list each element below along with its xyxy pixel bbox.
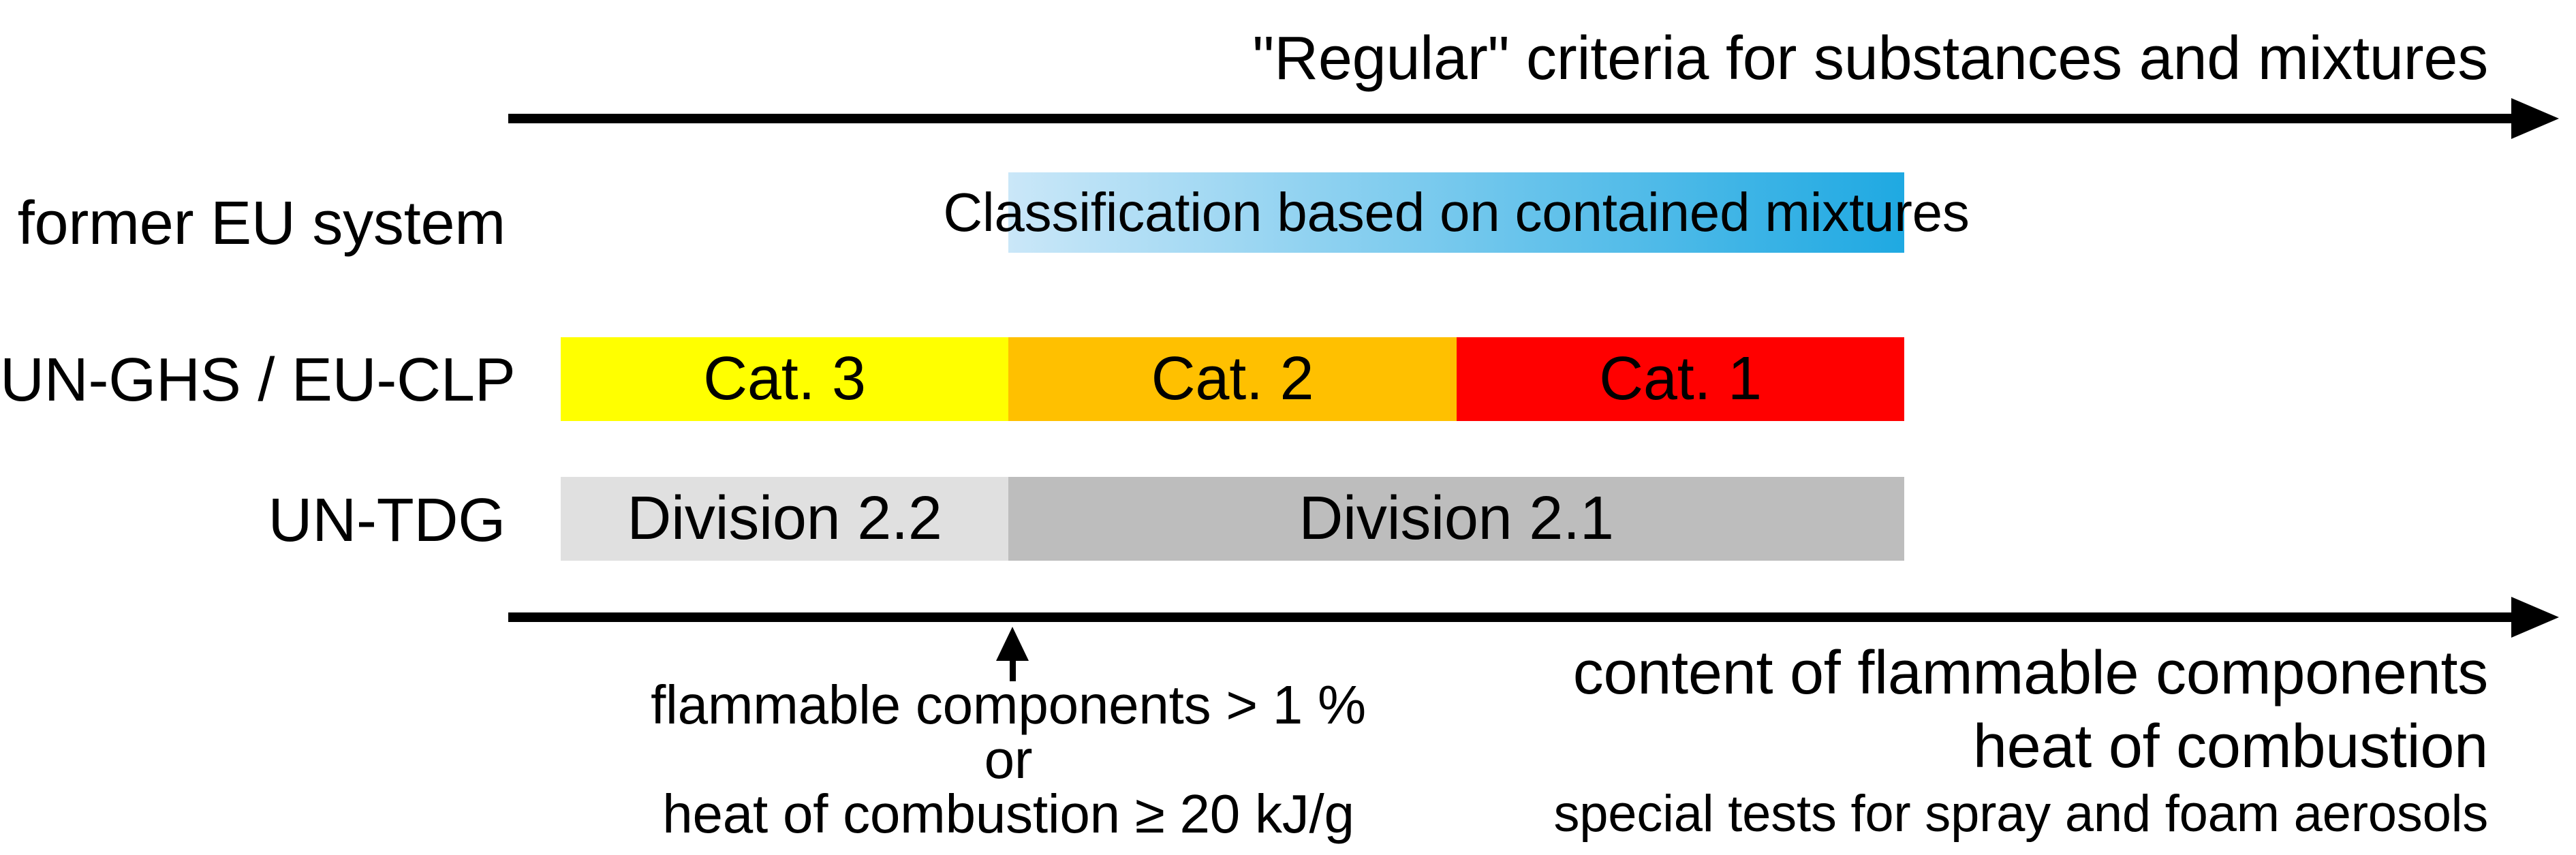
category-box-cat-2: Cat. 2 xyxy=(1008,337,1457,421)
bottom-axis-caption-line-2: heat of combustion xyxy=(1972,713,2488,781)
threshold-note-line-3: heat of combustion ≥ 20 kJ/g xyxy=(662,783,1354,844)
top-axis-title: "Regular" criteria for substances and mi… xyxy=(1252,25,2488,93)
bottom-axis-caption-line-1: content of flammable components xyxy=(1572,639,2489,707)
bottom-axis-caption-line-3: special tests for spray and foam aerosol… xyxy=(1553,785,2489,843)
threshold-up-arrowhead-icon xyxy=(996,627,1029,661)
row-label-un-tdg: UN-TDG xyxy=(268,486,506,555)
bottom-axis-arrow xyxy=(508,612,2511,622)
top-axis-arrowhead-icon xyxy=(2511,98,2559,139)
division-box-2-2: Division 2.2 xyxy=(561,477,1008,561)
bottom-axis-arrowhead-icon xyxy=(2511,597,2559,638)
category-box-cat-3: Cat. 3 xyxy=(561,337,1008,421)
classification-based-on-contained-mixtures-box: Classification based on contained mixtur… xyxy=(943,172,1970,253)
threshold-note-line-2: or xyxy=(984,729,1033,790)
top-axis-arrow xyxy=(508,114,2511,123)
row-label-former-eu-system: former EU system xyxy=(17,189,506,258)
category-box-cat-1: Cat. 1 xyxy=(1457,337,1904,421)
row-label-un-ghs-eu-clp: UN-GHS / EU-CLP xyxy=(0,346,516,414)
threshold-up-arrow-shaft xyxy=(1010,659,1016,681)
division-box-2-1: Division 2.1 xyxy=(1008,477,1904,561)
threshold-note-line-1: flammable components > 1 % xyxy=(651,674,1366,735)
threshold-note: flammable components > 1 % or heat of co… xyxy=(531,678,1485,841)
bottom-axis-caption: content of flammable components heat of … xyxy=(1553,639,2489,843)
